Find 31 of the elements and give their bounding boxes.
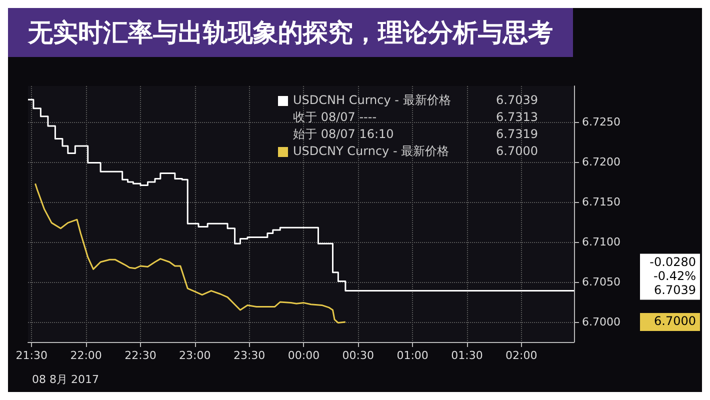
- x-tick-label: 01:30: [451, 349, 483, 362]
- text: -0.42%: [654, 268, 696, 283]
- x-tick-label: 01:00: [396, 349, 428, 362]
- x-tick-label: 23:30: [233, 349, 266, 362]
- x-tick-label: 21:30: [16, 349, 48, 362]
- x-tick-label: 22:30: [124, 349, 156, 362]
- legend-label: USDCNH Curncy - 最新价格: [293, 93, 451, 107]
- y-tick-label: 6.7200: [582, 156, 620, 168]
- text: 6.7000: [654, 314, 696, 328]
- annotation: 6.7313: [496, 110, 538, 124]
- legend-label: USDCNY Curncy - 最新价格: [293, 144, 450, 158]
- annotation: 6.7000: [496, 144, 538, 158]
- y-tick-label: 6.7250: [582, 116, 620, 128]
- x-tick-label: 22:00: [70, 349, 102, 362]
- annotation: 始于 08/07 16:10: [293, 127, 394, 141]
- y-tick-label: 6.7150: [582, 196, 620, 208]
- text: 08 8月 2017: [32, 373, 99, 386]
- annotation: 6.7039: [496, 93, 538, 107]
- x-tick-label: 23:00: [179, 349, 211, 362]
- text: -0.0280: [650, 254, 696, 269]
- line-series: [34, 182, 346, 324]
- x-tick-label: 00:30: [342, 349, 374, 362]
- y-tick-label: 6.7000: [582, 316, 620, 328]
- text: 6.7039: [654, 282, 696, 297]
- x-tick-label: 02:00: [506, 349, 538, 362]
- chart-title: 无实时汇率与出轨现象的探究，理论分析与思考: [27, 18, 553, 47]
- annotation: 6.7319: [496, 127, 538, 141]
- annotation: 收于 08/07 ----: [293, 110, 377, 124]
- y-tick-label: 6.7100: [582, 236, 620, 248]
- x-tick-label: 00:00: [288, 349, 320, 362]
- y-tick-label: 6.7050: [582, 276, 620, 288]
